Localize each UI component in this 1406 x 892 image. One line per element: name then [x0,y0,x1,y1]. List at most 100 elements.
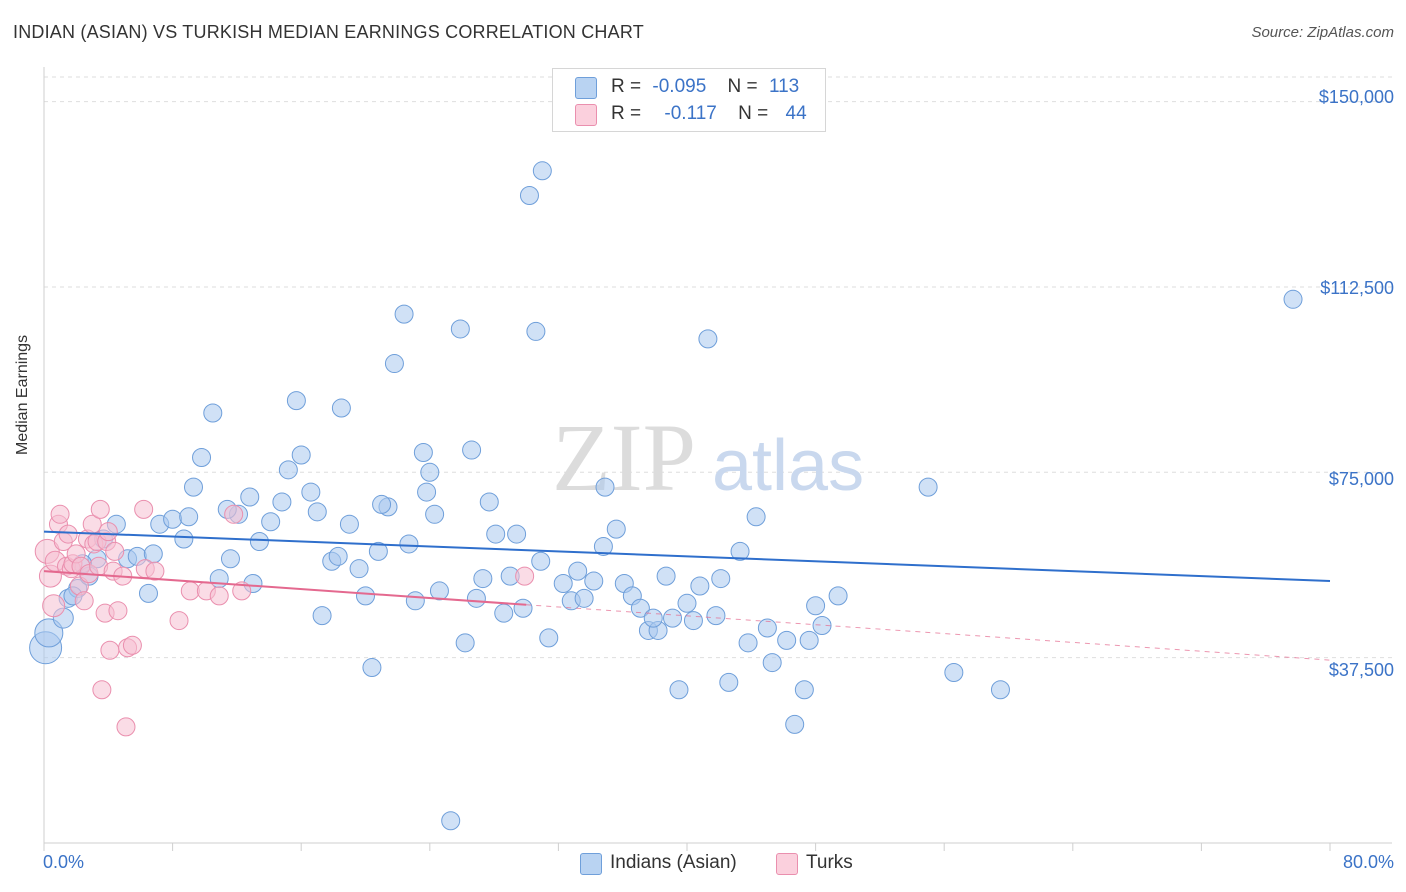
data-point [584,571,604,591]
data-point [394,304,414,324]
data-point [690,576,710,596]
n-label: N = [738,103,769,124]
series-indians-asian [29,161,1303,831]
n-value: 113 [768,76,800,97]
data-point [183,477,203,497]
data-point [331,398,351,418]
trend-line-turks [43,570,527,606]
data-point [730,541,750,561]
data-point [249,531,269,551]
data-point [738,633,758,653]
data-point [372,494,392,514]
data-point [100,640,120,660]
data-point [413,443,433,463]
data-point [405,591,425,611]
data-point [240,487,260,507]
data-point [450,319,470,339]
data-point [711,569,731,589]
data-point [507,524,527,544]
data-point [134,499,154,519]
data-point [568,561,588,581]
data-point [531,551,551,571]
watermark-zip: ZIP [552,404,696,511]
data-point [918,477,938,497]
data-point [203,403,223,423]
data-point [261,512,281,532]
data-point [574,588,594,608]
y-tick-label: $112,500 [1320,278,1394,298]
data-point [179,507,199,527]
data-point [812,616,832,636]
legend-label: Indians (Asian) [610,852,737,873]
data-point [384,354,404,374]
r-value: -0.095 [652,76,707,97]
correlation-stats-box: R = -0.095 N = 113 R = -0.117 N = 44 [552,68,826,132]
watermark-atlas: atlas [712,426,864,506]
data-point [990,680,1010,700]
trend-line-indians [43,530,1331,583]
data-point [757,618,777,638]
legend-label: Turks [806,852,853,873]
data-point [526,321,546,341]
data-point [220,549,240,569]
data-point [1283,289,1303,309]
data-point [108,601,128,621]
data-point [677,593,697,613]
trend-lines [43,530,1331,661]
data-point [420,462,440,482]
data-point [98,522,118,542]
data-point [368,541,388,561]
data-point [307,502,327,522]
data-point [169,611,189,631]
trend-line-turks-extended [526,604,1331,661]
data-point [209,586,229,606]
pink-swatch-icon [575,104,597,126]
data-point [425,504,445,524]
data-point [513,598,533,618]
chart-title: INDIAN (ASIAN) VS TURKISH MEDIAN EARNING… [13,22,644,42]
data-point [105,541,125,561]
data-point [532,161,552,181]
data-point [944,662,964,682]
data-point [192,447,212,467]
data-point [441,811,461,831]
data-point [232,581,252,601]
data-point [643,608,663,628]
data-point [519,186,539,206]
data-point [34,618,64,648]
data-point [74,591,94,611]
data-point [828,586,848,606]
data-point [593,536,613,556]
data-point [762,653,782,673]
data-point [777,630,797,650]
x-tick-label-min: 0.0% [43,852,85,872]
series-turks [34,499,535,737]
data-point [473,569,493,589]
data-point [328,546,348,566]
watermark: ZIP atlas [552,404,864,511]
data-point [606,519,626,539]
data-point [462,440,482,460]
blue-swatch-icon [580,853,602,875]
data-point [466,588,486,608]
data-point [50,504,70,524]
data-point [356,586,375,606]
data-point [595,477,615,497]
n-value: 44 [785,103,807,124]
data-point [58,524,78,544]
n-label: N = [727,76,758,97]
data-point [455,633,475,653]
data-point [301,482,321,502]
r-label: R = [611,76,642,97]
data-point [339,514,359,534]
data-point [539,628,559,648]
data-point [494,603,514,623]
data-point [92,680,112,700]
data-point [417,482,437,502]
data-point [630,598,650,618]
data-point [349,559,369,579]
data-point [479,492,499,512]
data-point [515,566,535,586]
data-point [42,594,66,618]
